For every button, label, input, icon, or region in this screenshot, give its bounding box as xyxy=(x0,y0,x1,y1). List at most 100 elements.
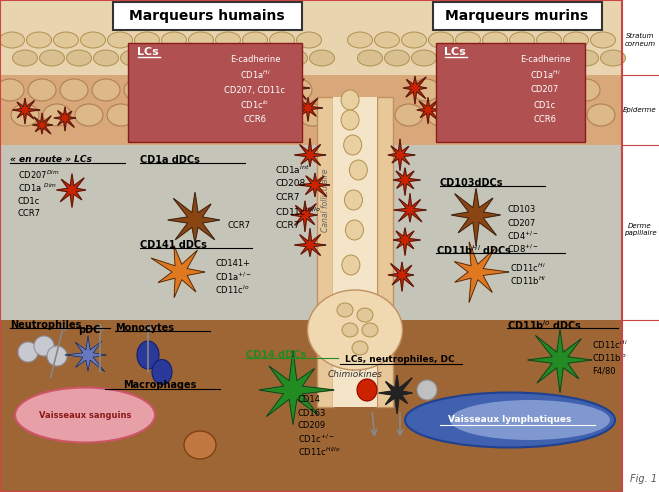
Ellipse shape xyxy=(284,79,312,101)
Ellipse shape xyxy=(310,50,335,66)
Circle shape xyxy=(18,342,38,362)
Ellipse shape xyxy=(450,400,610,440)
Ellipse shape xyxy=(15,388,155,442)
Ellipse shape xyxy=(202,50,227,66)
Polygon shape xyxy=(299,173,330,197)
Text: F4/80: F4/80 xyxy=(592,367,616,375)
Polygon shape xyxy=(388,262,414,291)
FancyBboxPatch shape xyxy=(128,43,302,142)
Ellipse shape xyxy=(349,160,367,180)
Text: Neutrophiles: Neutrophiles xyxy=(10,320,81,330)
Text: « en route » LCs: « en route » LCs xyxy=(10,155,92,164)
Polygon shape xyxy=(393,168,420,195)
Text: Vaisseaux lymphatiques: Vaisseaux lymphatiques xyxy=(448,416,572,425)
Text: LCs: LCs xyxy=(137,47,159,57)
Ellipse shape xyxy=(229,50,254,66)
Bar xyxy=(377,97,393,407)
Ellipse shape xyxy=(342,255,360,275)
Ellipse shape xyxy=(283,50,308,66)
Bar xyxy=(0,0,622,75)
Polygon shape xyxy=(451,188,500,246)
Text: E-cadherine: E-cadherine xyxy=(230,56,280,64)
Polygon shape xyxy=(403,76,426,104)
Text: E-cadherine: E-cadherine xyxy=(520,56,570,64)
Text: CD14 dDCs: CD14 dDCs xyxy=(246,350,306,360)
Text: CD11c$^{Hi}$: CD11c$^{Hi}$ xyxy=(510,262,546,274)
Ellipse shape xyxy=(156,79,184,101)
Text: CD163: CD163 xyxy=(298,408,326,418)
Ellipse shape xyxy=(465,50,490,66)
Ellipse shape xyxy=(352,341,368,355)
Ellipse shape xyxy=(28,79,56,101)
Ellipse shape xyxy=(297,32,322,48)
Text: CD11b$^{lo}$ dDCs: CD11b$^{lo}$ dDCs xyxy=(507,318,582,332)
Circle shape xyxy=(34,336,54,356)
Ellipse shape xyxy=(344,135,362,155)
Ellipse shape xyxy=(134,32,159,48)
Ellipse shape xyxy=(215,32,241,48)
Text: Fig. 1: Fig. 1 xyxy=(630,474,657,484)
Ellipse shape xyxy=(341,110,359,130)
Text: CD11b$^{lo}$: CD11b$^{lo}$ xyxy=(592,352,627,364)
Text: Vaisseaux sanguins: Vaisseaux sanguins xyxy=(39,410,131,420)
Ellipse shape xyxy=(80,32,105,48)
Text: CD1c: CD1c xyxy=(18,196,40,206)
Polygon shape xyxy=(259,350,334,425)
Text: CD209: CD209 xyxy=(298,422,326,430)
Text: CD208: CD208 xyxy=(275,180,305,188)
Polygon shape xyxy=(280,73,310,104)
Ellipse shape xyxy=(476,79,504,101)
Ellipse shape xyxy=(523,104,551,126)
Text: CD103: CD103 xyxy=(507,206,535,215)
Ellipse shape xyxy=(357,308,373,322)
Ellipse shape xyxy=(455,32,480,48)
Text: CD1c$^{lo}$: CD1c$^{lo}$ xyxy=(241,99,270,111)
Text: LCs: LCs xyxy=(444,47,466,57)
Text: Derme
papillaire: Derme papillaire xyxy=(623,223,656,237)
Ellipse shape xyxy=(587,104,615,126)
Ellipse shape xyxy=(412,79,440,101)
Ellipse shape xyxy=(53,32,78,48)
Circle shape xyxy=(417,380,437,400)
Bar xyxy=(0,145,622,320)
Text: CD14: CD14 xyxy=(298,396,321,404)
Polygon shape xyxy=(65,336,106,372)
Text: CD141 dDCs: CD141 dDCs xyxy=(140,240,207,250)
Text: CD207: CD207 xyxy=(507,218,535,227)
Ellipse shape xyxy=(384,50,409,66)
Ellipse shape xyxy=(0,32,24,48)
Polygon shape xyxy=(455,242,509,303)
Text: CD1c: CD1c xyxy=(534,100,556,110)
Text: CD1c$^{+/-}$: CD1c$^{+/-}$ xyxy=(298,433,335,445)
Text: LCs, neutrophiles, DC: LCs, neutrophiles, DC xyxy=(345,356,455,365)
Bar xyxy=(0,320,622,492)
Ellipse shape xyxy=(175,50,200,66)
Text: CD11b$^{Hi}$ dDCs: CD11b$^{Hi}$ dDCs xyxy=(436,243,512,257)
Text: CD1a$^{+/-}$: CD1a$^{+/-}$ xyxy=(215,271,252,283)
Ellipse shape xyxy=(139,104,167,126)
Ellipse shape xyxy=(220,79,248,101)
Text: Macrophages: Macrophages xyxy=(123,380,196,390)
Polygon shape xyxy=(393,228,420,255)
Ellipse shape xyxy=(427,104,455,126)
Polygon shape xyxy=(528,330,592,393)
Text: CD207, CD11c: CD207, CD11c xyxy=(225,86,285,94)
Text: Epiderme: Epiderme xyxy=(623,107,657,113)
Text: CCR7: CCR7 xyxy=(275,193,299,203)
Text: Marqueurs murins: Marqueurs murins xyxy=(445,9,588,23)
Text: Stratum
corneum: Stratum corneum xyxy=(625,33,656,47)
Ellipse shape xyxy=(13,50,38,66)
Text: Monocytes: Monocytes xyxy=(115,323,174,333)
Ellipse shape xyxy=(438,50,463,66)
Ellipse shape xyxy=(492,50,517,66)
Ellipse shape xyxy=(75,104,103,126)
Text: Chimiokines: Chimiokines xyxy=(328,370,382,379)
Polygon shape xyxy=(517,83,544,110)
FancyBboxPatch shape xyxy=(113,2,302,30)
Ellipse shape xyxy=(405,393,615,448)
FancyBboxPatch shape xyxy=(436,43,585,142)
Ellipse shape xyxy=(308,290,403,370)
Ellipse shape xyxy=(590,32,616,48)
Polygon shape xyxy=(32,113,53,134)
Text: CD1a $^{Dim}$: CD1a $^{Dim}$ xyxy=(18,182,57,194)
